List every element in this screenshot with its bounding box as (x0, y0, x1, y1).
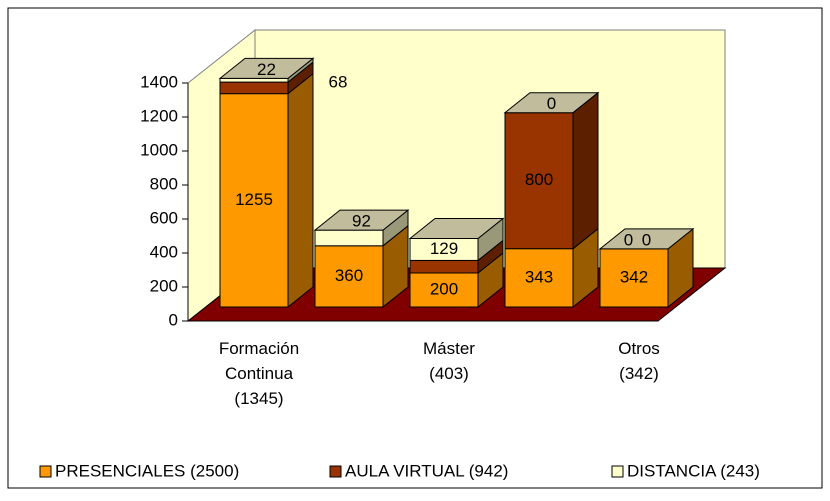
data-label: 342 (620, 267, 648, 286)
data-label: 92 (352, 212, 371, 231)
bar (314, 229, 384, 247)
legend-swatch (611, 465, 624, 478)
data-label: 800 (525, 170, 553, 189)
bar-side (287, 72, 314, 309)
data-label: 0 (624, 230, 633, 249)
x-tick-label: Formación Continua (1345) (219, 339, 299, 408)
legend-label: DISTANCIA (243) (627, 461, 760, 480)
legend-label: AULA VIRTUAL (942) (345, 461, 508, 480)
bar (409, 272, 479, 308)
data-label: 0 (642, 230, 651, 249)
data-label: 343 (525, 267, 553, 286)
bar (219, 81, 289, 95)
y-tick-label: 1000 (140, 140, 178, 159)
bar (599, 248, 669, 308)
x-tick-label: Otros (342) (618, 339, 660, 383)
legend-swatch (39, 465, 52, 478)
data-label: 68 (329, 72, 348, 91)
bar (219, 93, 289, 308)
bar-top (313, 209, 410, 231)
data-label: 200 (430, 279, 458, 298)
data-label: 1255 (235, 190, 273, 209)
y-tick-label: 1400 (140, 72, 178, 91)
y-tick-label: 600 (150, 208, 178, 227)
legend-label: PRESENCIALES (2500) (55, 461, 239, 480)
bar-top (218, 57, 315, 79)
y-tick-label: 1200 (140, 106, 178, 125)
bar (409, 259, 479, 274)
bar (504, 248, 574, 308)
bar-top (503, 92, 600, 114)
data-label: 0 (547, 94, 556, 113)
bar (314, 245, 384, 308)
y-tick-label: 400 (150, 242, 178, 261)
legend-swatch (329, 465, 342, 478)
bar (219, 77, 289, 83)
y-tick-label: 800 (150, 174, 178, 193)
bar-top (598, 228, 695, 250)
data-label: 360 (335, 266, 363, 285)
bar-side (572, 91, 599, 250)
x-tick-label: Máster (403) (423, 339, 475, 383)
bar-top (408, 217, 505, 239)
y-tick-label: 0 (169, 310, 178, 329)
bar (504, 112, 574, 250)
data-label: 22 (257, 60, 276, 79)
data-label: 129 (430, 239, 458, 258)
y-tick-label: 200 (150, 276, 178, 295)
